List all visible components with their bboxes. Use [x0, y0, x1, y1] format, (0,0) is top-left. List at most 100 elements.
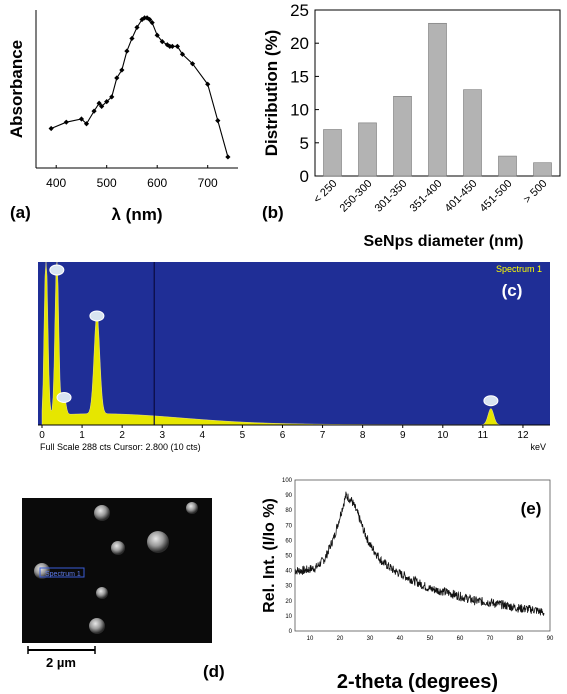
- nanoparticle: [111, 541, 125, 555]
- data-point: [149, 20, 155, 26]
- panel-label-b: (b): [262, 203, 284, 222]
- data-point: [124, 48, 130, 54]
- x-tick-label: 30: [367, 636, 374, 642]
- x-tick-label: 7: [320, 430, 326, 441]
- y-tick-label: 30: [285, 584, 292, 590]
- y-tick-label: 10: [285, 614, 292, 620]
- data-point: [104, 99, 110, 105]
- element-marker: [89, 310, 105, 322]
- legend-spectrum-1: Spectrum 1: [496, 264, 542, 274]
- nanoparticle: [34, 563, 50, 579]
- y-tick-label: 10: [290, 101, 309, 120]
- data-point: [78, 116, 85, 122]
- y-tick-label: 80: [285, 508, 292, 514]
- y-tick-label: 60: [285, 538, 292, 544]
- y-axis-title: Absorbance: [7, 40, 26, 138]
- nanoparticle: [89, 618, 105, 634]
- data-point: [169, 43, 175, 49]
- axis-strip: [38, 425, 550, 454]
- x-tick-label: 9: [400, 430, 406, 441]
- x-tick-label: 451-500: [478, 178, 515, 215]
- x-tick-label: 10: [437, 430, 449, 441]
- data-point: [215, 118, 221, 124]
- sem-image: Spectrum 1: [22, 498, 212, 643]
- bar: [498, 155, 517, 177]
- bar: [533, 162, 552, 177]
- y-tick-label: 70: [285, 523, 292, 529]
- y-tick-label: 15: [290, 67, 309, 86]
- xrd-chart: 0 10 20 30 40 50 60 70 80 90 100 10 20 30 40 50 60 70 80 90…: [261, 478, 554, 693]
- x-tick-label: 351-400: [408, 178, 445, 215]
- data-point: [63, 119, 69, 125]
- panel-label-e: (e): [521, 499, 542, 518]
- scale-bar-label: 2 µm: [46, 655, 76, 670]
- data-point: [48, 125, 54, 132]
- data-point: [99, 103, 105, 109]
- x-axis-title: 2-theta (degrees): [337, 671, 498, 693]
- x-tick-label: 250-300: [338, 178, 375, 215]
- xrd-trace: [294, 491, 545, 616]
- plot-frame: [294, 479, 551, 632]
- element-marker: [56, 391, 72, 403]
- panel-label-a: (a): [10, 203, 31, 222]
- x-tick-label: 301-350: [373, 178, 410, 215]
- x-tick-label: 60: [457, 636, 464, 642]
- element-marker: [483, 395, 499, 407]
- data-point: [147, 16, 153, 23]
- x-tick-label: 700: [198, 176, 218, 190]
- nanoparticles: [34, 502, 198, 634]
- data-point: [129, 35, 135, 42]
- absorbance-line: [50, 17, 229, 158]
- nanoparticle: [147, 531, 169, 553]
- data-point: [114, 75, 120, 81]
- x-tick-label: 401-450: [443, 178, 480, 215]
- bar: [323, 129, 342, 177]
- x-tick-label: 500: [97, 176, 117, 190]
- x-tick-label: 4: [200, 430, 206, 441]
- x-tick-label: 70: [487, 636, 494, 642]
- element-marker: [49, 264, 65, 276]
- x-tick-label: 10: [307, 636, 314, 642]
- size-distribution-chart: 0 5 10 15 20 25 < 250250-300301-350351-400401-…: [262, 1, 561, 250]
- x-axis-title: λ (nm): [112, 205, 163, 224]
- x-tick-label: 5: [240, 430, 246, 441]
- y-tick-label: 20: [285, 599, 292, 605]
- x-tick-label: 400: [46, 176, 66, 190]
- x-tick-label: 80: [517, 636, 524, 642]
- data-point: [225, 154, 231, 160]
- y-tick-label: 40: [285, 569, 292, 575]
- nanoparticle: [186, 502, 198, 514]
- data-point: [179, 51, 186, 57]
- data-point: [83, 121, 90, 127]
- y-tick-label: 0: [289, 629, 293, 635]
- nanoparticle: [94, 505, 110, 521]
- eds-footer: Full Scale 288 cts Cursor: 2.800 (10 cts…: [40, 442, 201, 452]
- data-point: [159, 39, 165, 45]
- x-tick-label: 2: [119, 430, 125, 441]
- nanoparticle: [96, 587, 108, 599]
- panel-label-c: (c): [502, 281, 523, 300]
- y-axis-title: Distribution (%): [262, 30, 281, 157]
- sem-spectrum-label: Spectrum 1: [45, 571, 81, 578]
- data-point: [189, 61, 196, 67]
- x-tick-label: 6: [280, 430, 286, 441]
- x-tick-label: 90: [547, 636, 554, 642]
- x-tick-label: > 500: [521, 178, 549, 206]
- y-tick-label: 25: [290, 1, 309, 20]
- data-point: [134, 24, 140, 30]
- x-tick-label: < 250: [311, 178, 339, 206]
- data-point: [205, 81, 211, 87]
- bar: [358, 122, 377, 177]
- x-tick-label: 12: [517, 430, 529, 441]
- y-tick-label: 100: [282, 478, 293, 484]
- y-tick-label: 0: [300, 167, 309, 186]
- bar: [463, 89, 482, 177]
- sem-background: [22, 498, 212, 643]
- y-tick-label: 5: [300, 134, 309, 153]
- panel-label-d: (d): [203, 662, 225, 681]
- data-point: [109, 94, 115, 100]
- x-tick-label: 1: [79, 430, 85, 441]
- data-point: [96, 100, 102, 106]
- x-tick-label: 11: [478, 430, 489, 441]
